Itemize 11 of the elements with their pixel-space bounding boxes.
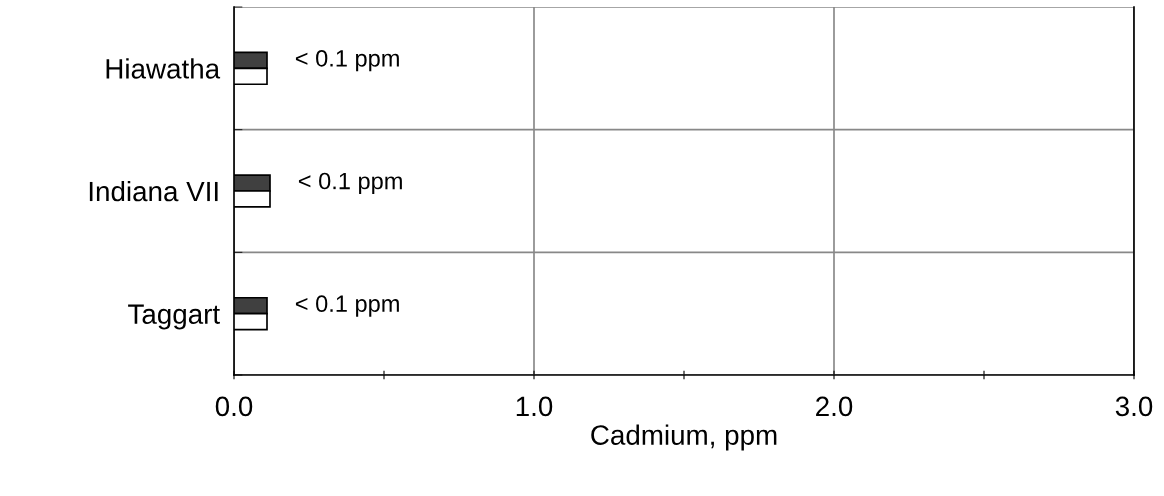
data-label: < 0.1 ppm: [295, 49, 399, 72]
x-tick-label: 2.0: [816, 396, 853, 417]
x-tick-label: 3.0: [1115, 396, 1153, 417]
x-axis-title: Cadmium, ppm: [591, 424, 777, 451]
y-tick-label: Hiawatha: [106, 58, 221, 79]
data-label: < 0.1 ppm: [295, 295, 399, 317]
data-label: < 0.1 ppm: [298, 172, 402, 195]
y-tick-label: Indiana VII: [89, 180, 218, 202]
y-tick-label: Taggart: [128, 304, 220, 330]
x-tick-label: 0.0: [215, 396, 253, 417]
x-tick-label: 1.0: [516, 396, 553, 417]
